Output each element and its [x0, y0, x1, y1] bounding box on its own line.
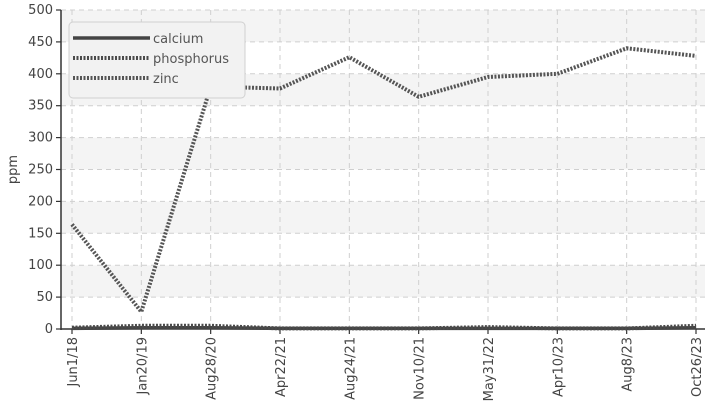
x-tick-label: Apr10/23 [551, 337, 566, 397]
y-tick-label: 250 [28, 163, 53, 178]
x-tick-label: May31/22 [482, 337, 497, 401]
band [61, 201, 705, 234]
y-tick-label: 350 [28, 99, 53, 114]
series-lines [70, 46, 697, 331]
series-line-phosphorus [71, 323, 697, 331]
band [61, 265, 705, 298]
x-tick-labels: Jun1/18 Jan20/19 Aug28/20 Apr22/21 Aug24/21 N… [66, 329, 705, 401]
y-tick-label: 450 [28, 35, 53, 50]
y-tick-label: 200 [28, 194, 53, 209]
x-tick-label: Aug8/23 [621, 337, 636, 392]
grid-lines [61, 9, 705, 329]
y-tick-label: 100 [28, 258, 53, 273]
legend-label-calcium: calcium [153, 32, 203, 47]
x-tick-label: Oct26/23 [690, 337, 705, 397]
series-line-zinc [70, 46, 697, 314]
band [61, 137, 705, 170]
band [61, 233, 705, 266]
band [61, 169, 705, 202]
x-tick-label: Aug24/21 [343, 337, 358, 400]
x-tick-label: Jun1/18 [66, 337, 81, 388]
x-tick-label: Aug28/20 [205, 337, 220, 400]
y-tick-label: 500 [28, 3, 53, 18]
y-tick-label: 300 [28, 131, 53, 146]
x-tick-label: Apr22/21 [274, 337, 289, 397]
y-tick-label: 50 [36, 290, 53, 305]
x-tick-label: Jan20/19 [135, 337, 150, 396]
y-axis-label: ppm [6, 155, 21, 184]
band [61, 297, 705, 329]
y-tick-labels: 0 50 100 150 200 250 300 350 400 450 500 [28, 3, 61, 337]
legend-label-phosphorus: phosphorus [153, 52, 229, 67]
x-tick-label: Nov10/21 [413, 337, 428, 400]
band [61, 105, 705, 138]
y-tick-label: 0 [45, 322, 53, 337]
legend-label-zinc: zinc [153, 72, 179, 87]
legend: calcium phosphorus zinc [68, 21, 246, 99]
y-tick-label: 400 [28, 67, 53, 82]
y-tick-label: 150 [28, 226, 53, 241]
